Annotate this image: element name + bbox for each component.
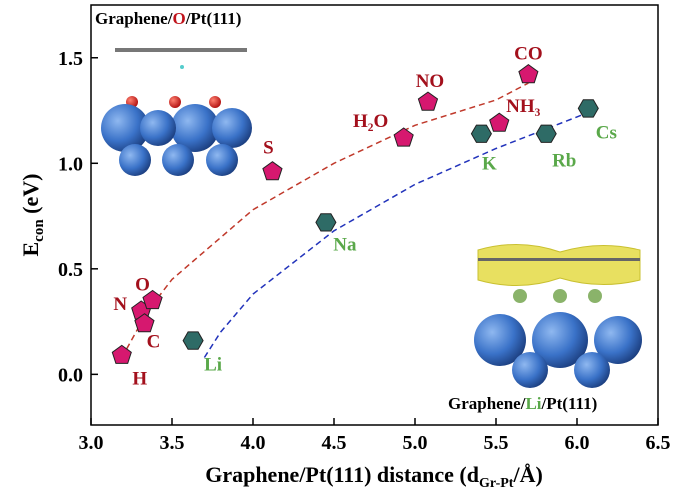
- point: [489, 112, 510, 132]
- x-tick-label: 5.0: [403, 432, 428, 454]
- y-tick-label: 0.0: [58, 364, 83, 386]
- y-label-part: (eV): [18, 174, 43, 220]
- point-label: C: [147, 332, 161, 353]
- inset-title-part: Graphene/: [95, 9, 173, 28]
- inset-title-part: Graphene/: [448, 394, 526, 413]
- point: [182, 331, 204, 350]
- y-label-sub: con: [31, 219, 47, 242]
- point: [417, 91, 439, 111]
- x-tick-label: 3.0: [79, 432, 104, 454]
- y-tick-label: 1.5: [58, 48, 83, 70]
- x-tick-label: 6.5: [646, 432, 671, 454]
- inset-title-part: /Pt(111): [185, 9, 242, 28]
- y-tick-label: 0.5: [58, 259, 83, 281]
- x-label-part: Graphene/Pt(111) distance (d: [205, 462, 479, 487]
- y-label-part: E: [18, 242, 43, 257]
- plot-frame: [90, 4, 659, 426]
- inset-title-part: Li: [525, 394, 541, 413]
- inset-title-part: O: [172, 9, 185, 28]
- point-label: K: [482, 154, 497, 175]
- x-label-sub: Gr-Pt: [479, 476, 514, 491]
- point: [142, 289, 163, 310]
- point: [111, 344, 132, 364]
- point-label: NH₃: [506, 96, 541, 117]
- point: [315, 213, 337, 232]
- inset-title: Graphene/O/Pt(111): [95, 9, 241, 28]
- point-label: Na: [333, 234, 357, 255]
- point-label: Rb: [552, 151, 576, 172]
- x-tick-label: 6.0: [565, 432, 590, 454]
- point-label: N: [113, 294, 127, 315]
- x-axis-label: Graphene/Pt(111) distance (dGr-Pt/Å): [205, 462, 543, 491]
- point: [134, 313, 155, 333]
- inset-top: [101, 48, 252, 176]
- point-label: CO: [514, 44, 543, 65]
- point-label: H₂O: [353, 111, 388, 132]
- y-axis-label: Econ (eV): [18, 174, 47, 257]
- point: [393, 127, 414, 147]
- inset-bottom: [474, 244, 642, 388]
- point-label: S: [263, 138, 274, 159]
- point: [577, 99, 599, 118]
- point-label: H: [132, 368, 147, 389]
- x-tick-label: 4.0: [241, 432, 266, 454]
- point: [470, 124, 492, 143]
- y-tick-label: 1.0: [58, 153, 83, 175]
- x-tick-label: 3.5: [160, 432, 185, 454]
- point: [518, 63, 539, 84]
- inset-title-part: /Pt(111): [541, 394, 598, 413]
- point: [262, 161, 283, 181]
- point-label: O: [135, 274, 150, 295]
- x-tick-label: 4.5: [322, 432, 347, 454]
- inset-title: Graphene/Li/Pt(111): [448, 394, 597, 413]
- x-label-part: /Å): [512, 462, 542, 487]
- point-label: Cs: [596, 122, 617, 143]
- x-tick-label: 5.5: [484, 432, 509, 454]
- point: [535, 124, 557, 143]
- point-label: Li: [204, 355, 222, 376]
- point-label: NO: [416, 71, 445, 92]
